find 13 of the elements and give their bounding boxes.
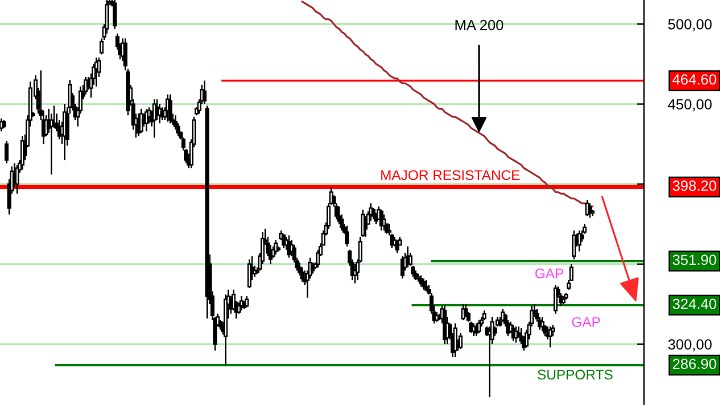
annotation: MA 200 (456, 20, 504, 30)
y-tick-label: 450,00 (668, 99, 712, 112)
ref-line-label: 286.90 (672, 358, 716, 370)
ref-line-label: 398.20 (672, 180, 716, 191)
ref-line-label: 351.90 (672, 254, 716, 266)
ref-line-label: 464.60 (672, 74, 716, 85)
y-tick-label: 500,00 (668, 19, 712, 32)
y-tick-label: 300,00 (668, 339, 712, 352)
annotation: GAP (535, 268, 564, 278)
ref-line-label: 324.40 (672, 298, 716, 310)
annotation: GAP (572, 317, 600, 327)
annotation: MAJOR RESISTANCE (381, 170, 520, 180)
annotation: SUPPORTS (538, 370, 613, 380)
